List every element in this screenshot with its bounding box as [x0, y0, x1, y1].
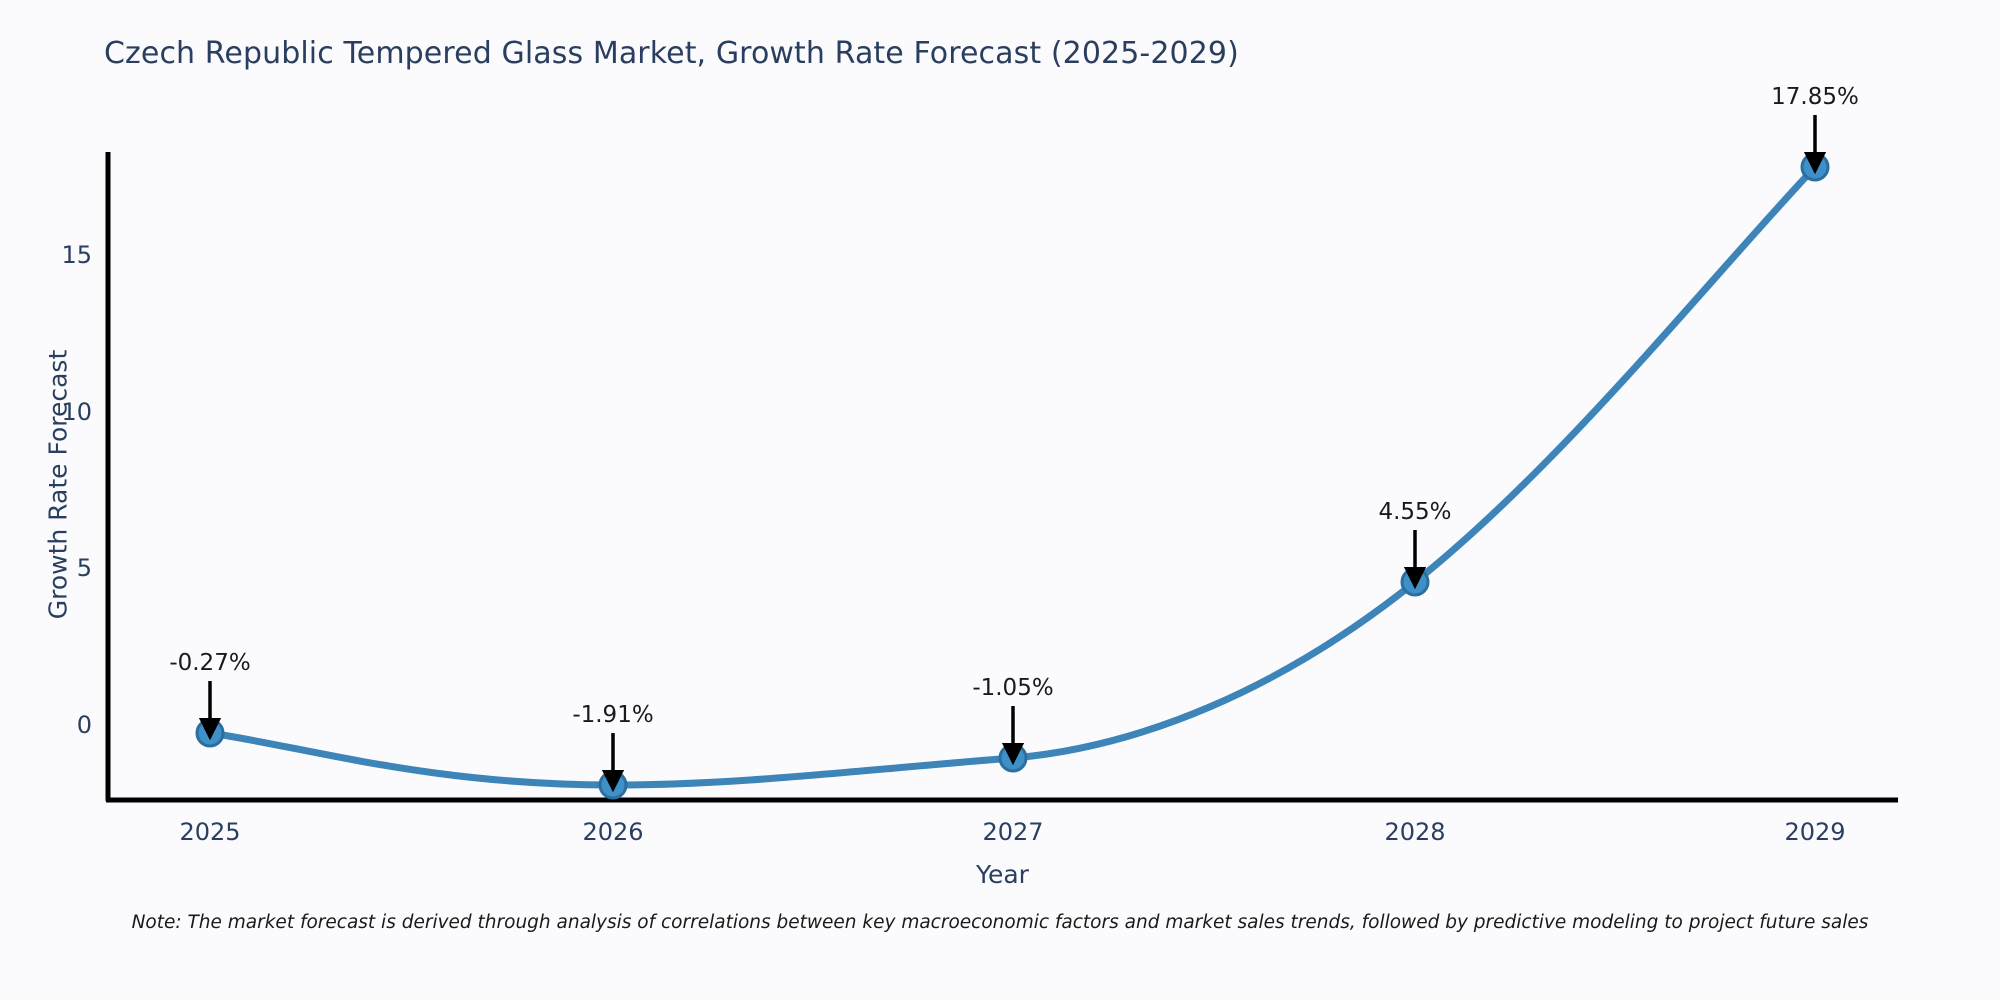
data-point-2029[interactable]	[1800, 152, 1830, 182]
data-label-2027: -1.05%	[972, 675, 1054, 701]
data-line-series	[206, 163, 1819, 789]
y-tick-label: 15	[61, 241, 92, 269]
data-point-2026[interactable]	[598, 770, 628, 800]
x-tick-label-2025: 2025	[179, 818, 241, 846]
y-tick-label: 10	[61, 398, 92, 426]
footnote-text: Note: The market forecast is derived thr…	[131, 912, 1869, 933]
data-point-2027[interactable]	[998, 743, 1028, 773]
data-point-2025[interactable]	[195, 718, 225, 748]
x-tick-label-2027: 2027	[982, 818, 1044, 846]
data-point-2028[interactable]	[1400, 567, 1430, 597]
data-label-2028: 4.55%	[1378, 499, 1452, 525]
data-label-2025: -0.27%	[169, 650, 251, 676]
x-tick-label-2026: 2026	[582, 818, 644, 846]
data-label-2029: 17.85%	[1771, 84, 1859, 110]
annotation-arrows	[198, 115, 1827, 793]
x-tick-label-2028: 2028	[1384, 818, 1446, 846]
y-tick-label: 5	[76, 554, 92, 582]
data-markers	[195, 152, 1830, 800]
page-title: Czech Republic Tempered Glass Market, Gr…	[104, 36, 1239, 71]
data-label-2026: -1.91%	[572, 702, 654, 728]
y-tick-label: 0	[76, 711, 92, 739]
x-tick-label-2029: 2029	[1784, 818, 1846, 846]
x-axis-title: Year	[976, 860, 1029, 889]
